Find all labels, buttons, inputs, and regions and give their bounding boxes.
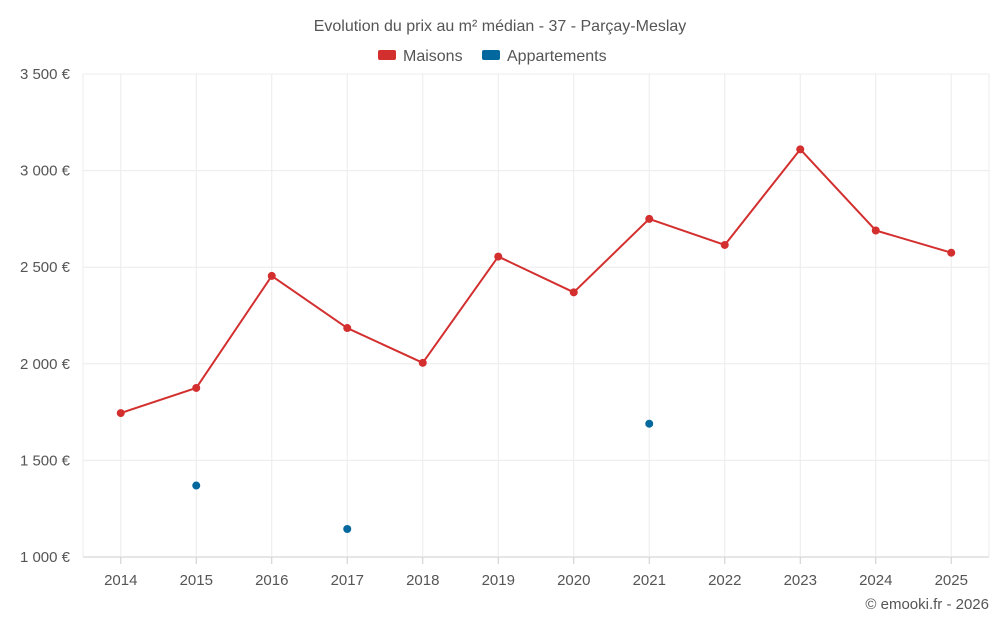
data-point-maisons-2021[interactable] [645,214,654,223]
x-tick-label: 2018 [406,572,439,589]
x-tick-label: 2017 [331,572,364,589]
gridlines [82,73,990,558]
data-point-maisons-2020[interactable] [569,288,578,297]
y-axis: 1 000 € 1 500 € 2 000 € 2 500 € 3 000 € 3 500… [20,66,71,566]
data-point-maisons-2022[interactable] [720,240,729,249]
credit-text: © emooki.fr - 2026 [865,596,989,613]
data-point-appartements-2021[interactable] [645,419,654,428]
x-tick-label: 2022 [708,572,741,589]
x-axis: 2014 2015 2016 2017 2018 2019 2020 2021 2022 2023… [104,557,968,589]
series-layer [116,145,956,533]
legend-label-maisons: Maisons [403,48,463,65]
y-tick-label: 3 500 € [20,66,71,83]
data-point-maisons-2017[interactable] [343,324,352,333]
data-point-maisons-2023[interactable] [796,145,805,154]
legend-swatch-maisons [378,50,396,60]
data-point-appartements-2015[interactable] [192,481,201,490]
y-tick-label: 2 000 € [20,356,71,373]
data-point-maisons-2024[interactable] [871,226,880,235]
chart-title: Evolution du prix au m² médian - 37 - Pa… [314,18,687,35]
legend-item-appartements[interactable]: Appartements [482,48,607,65]
data-point-maisons-2019[interactable] [494,252,503,261]
series-appartements [192,419,654,533]
y-tick-label: 1 000 € [20,549,71,566]
data-point-maisons-2016[interactable] [267,271,276,280]
legend-swatch-appartements [482,50,500,60]
legend-label-appartements: Appartements [507,48,607,65]
x-tick-label: 2021 [633,572,666,589]
series-maisons [116,145,956,418]
x-tick-label: 2020 [557,572,590,589]
y-tick-label: 1 500 € [20,452,71,469]
legend-item-maisons[interactable]: Maisons [378,48,463,65]
data-point-maisons-2015[interactable] [192,383,201,392]
x-tick-label: 2023 [784,572,817,589]
y-tick-label: 3 000 € [20,163,71,180]
x-tick-label: 2024 [859,572,892,589]
data-point-appartements-2017[interactable] [343,524,352,533]
x-tick-label: 2019 [482,572,515,589]
data-point-maisons-2018[interactable] [418,358,427,367]
x-tick-label: 2025 [935,572,968,589]
x-tick-label: 2015 [180,572,213,589]
data-point-maisons-2014[interactable] [116,409,125,418]
series-line-maisons [120,148,952,415]
y-tick-label: 2 500 € [20,259,71,276]
data-point-maisons-2025[interactable] [947,248,956,257]
legend[interactable]: Maisons Appartements [378,48,607,65]
x-tick-label: 2014 [104,572,137,589]
x-tick-label: 2016 [255,572,288,589]
